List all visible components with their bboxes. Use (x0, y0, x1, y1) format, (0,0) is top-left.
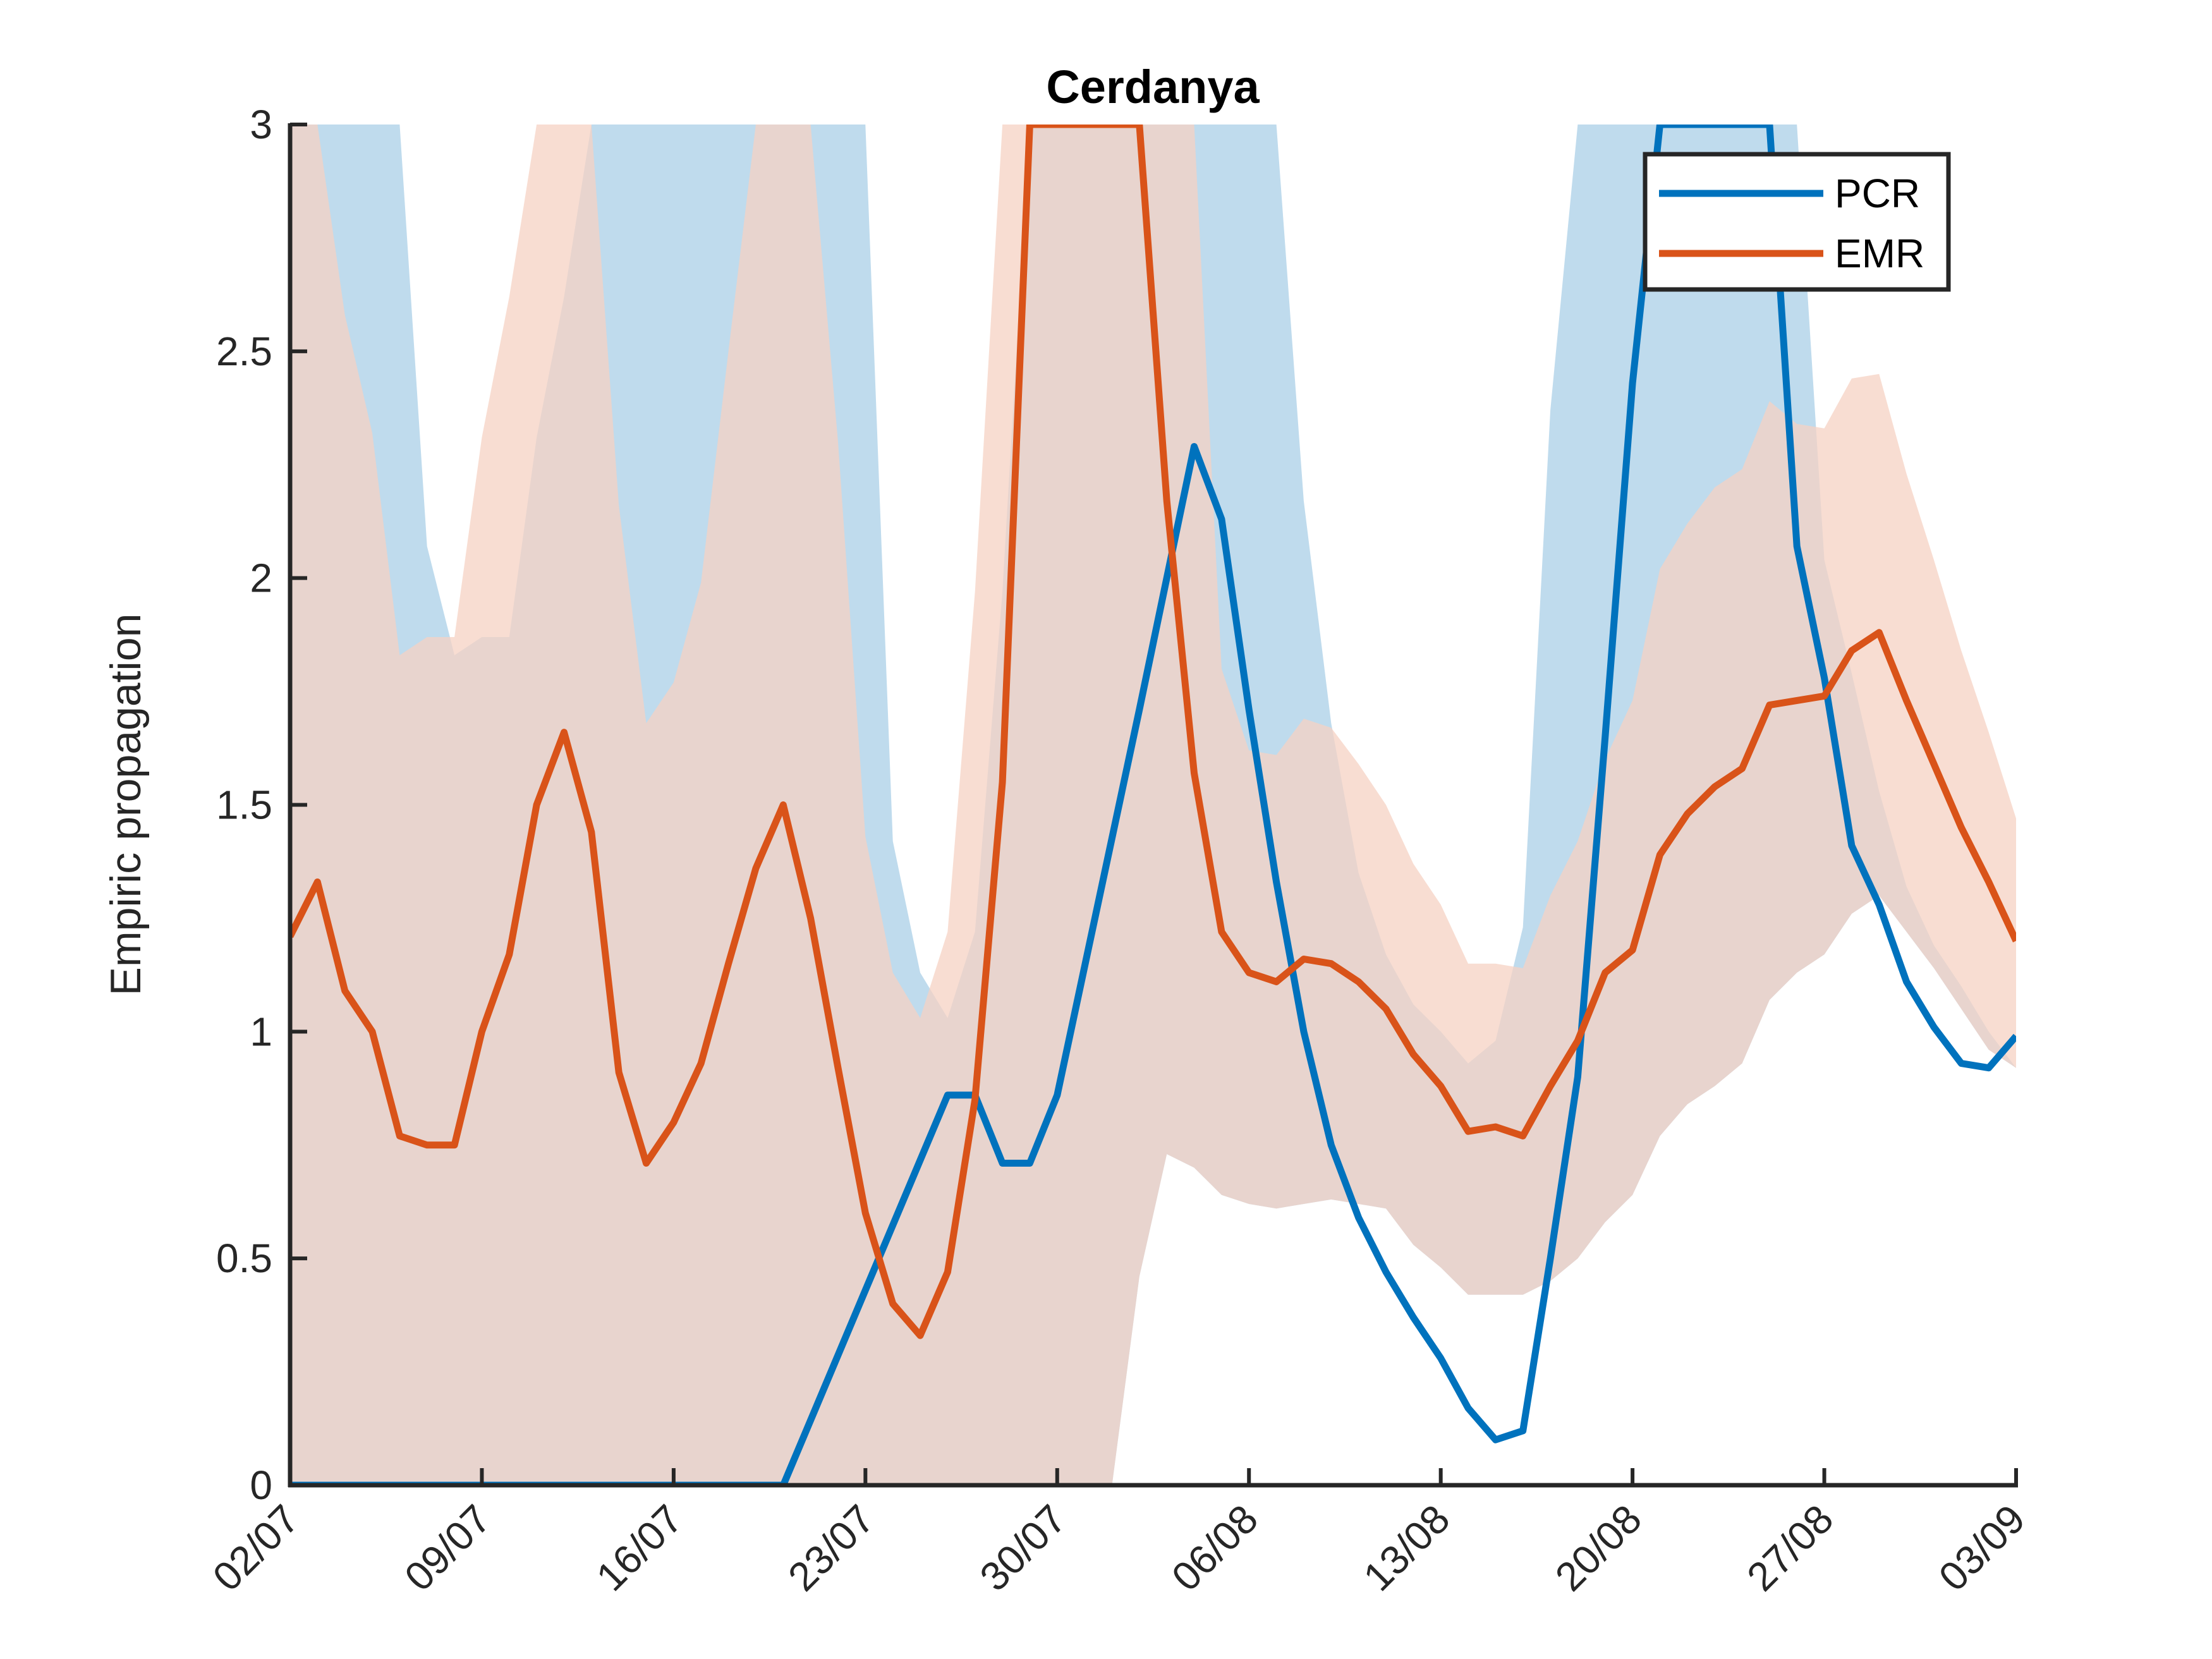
y-tick-label: 1.5 (216, 782, 272, 828)
legend-label-pcr: PCR (1835, 171, 1920, 216)
series-lines (290, 125, 2016, 1485)
line-pcr (290, 125, 2016, 1485)
x-tick-label: 23/07 (779, 1496, 883, 1600)
confidence-bands (290, 125, 2016, 1485)
legend: PCR EMR (1643, 152, 1951, 292)
x-tick-label: 16/07 (588, 1496, 691, 1600)
band-emr (290, 125, 2016, 1485)
y-tick-label: 2.5 (216, 329, 272, 374)
legend-box (1643, 152, 1951, 292)
chart-title: Cerdanya (1046, 61, 1260, 113)
x-tick-label: 30/07 (971, 1496, 1075, 1600)
y-axis-title: Empiric propagation (102, 614, 150, 996)
y-tick-label: 0.5 (216, 1236, 272, 1281)
x-tick-label: 13/08 (1354, 1496, 1458, 1600)
y-tick-label: 0 (250, 1462, 272, 1508)
y-tick-label: 2 (250, 556, 272, 601)
x-tick-label: 20/08 (1547, 1496, 1650, 1600)
x-tick-label: 02/07 (204, 1496, 308, 1600)
legend-label-emr: EMR (1835, 231, 1924, 276)
x-tick-label: 06/08 (1163, 1496, 1267, 1600)
x-tick-label: 03/09 (1930, 1496, 2034, 1600)
line-emr (290, 125, 2016, 1339)
x-tick-label: 27/08 (1738, 1496, 1842, 1600)
y-tick-label: 3 (250, 102, 272, 147)
x-tick-label: 09/07 (396, 1496, 499, 1600)
y-tick-label: 1 (250, 1009, 272, 1054)
